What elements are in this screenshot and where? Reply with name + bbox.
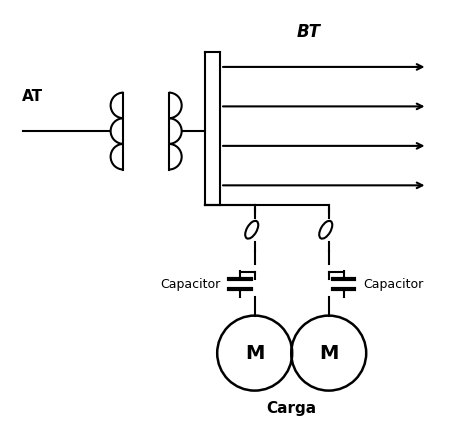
Text: AT: AT bbox=[22, 89, 43, 104]
Text: M: M bbox=[244, 344, 264, 362]
Text: BT: BT bbox=[296, 23, 320, 41]
Text: Capacitor: Capacitor bbox=[363, 278, 423, 290]
Text: Carga: Carga bbox=[266, 401, 316, 416]
Text: Capacitor: Capacitor bbox=[160, 278, 219, 290]
Ellipse shape bbox=[319, 221, 332, 239]
Ellipse shape bbox=[244, 221, 258, 239]
Text: M: M bbox=[319, 344, 338, 362]
